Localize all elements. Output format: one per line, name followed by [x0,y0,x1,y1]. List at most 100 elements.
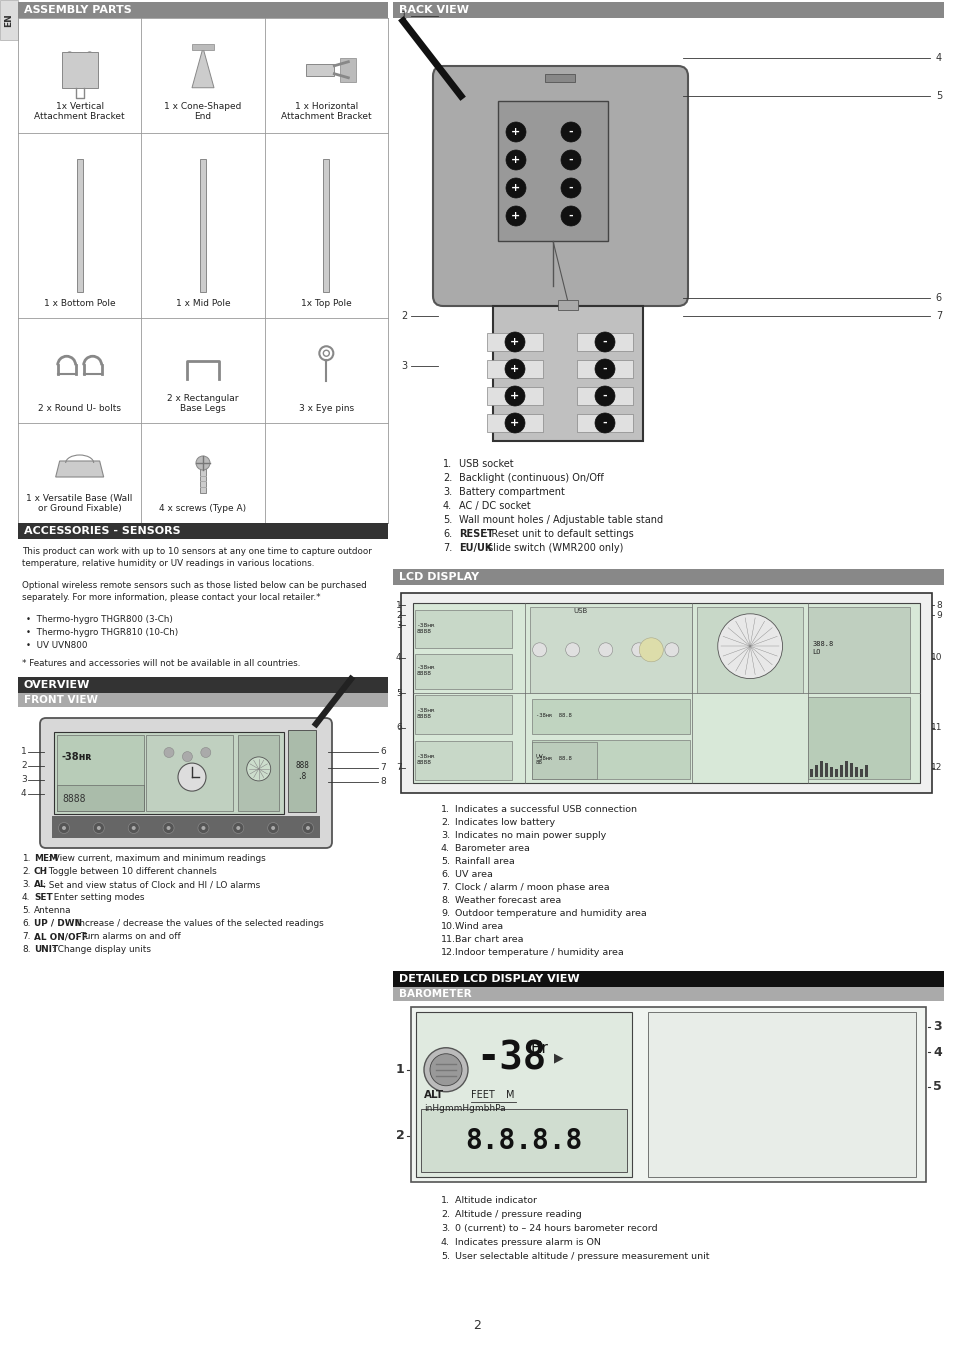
Bar [840,765,842,777]
Circle shape [66,51,73,60]
Bar [420,1109,627,1173]
Bar [415,695,512,734]
Bar [860,769,862,777]
Text: Optional wireless remote sensors such as those listed below can be purchased
sep: Optional wireless remote sensors such as… [22,581,366,603]
Bar [835,769,838,777]
Bar [497,102,607,241]
Text: 7: 7 [935,311,941,321]
Text: 5.: 5. [440,1252,450,1261]
Circle shape [505,150,525,171]
Text: 2: 2 [400,311,407,321]
Bar [400,593,931,793]
Text: * Features and accessories will not be available in all countries.: * Features and accessories will not be a… [22,659,300,668]
Bar [647,1011,915,1177]
Bar [18,693,388,707]
Text: UV
88: UV 88 [535,754,543,765]
Text: Wind area: Wind area [455,922,502,932]
Text: 1.: 1. [442,459,452,468]
Text: 5.: 5. [440,857,450,867]
Text: 1 x Bottom Pole: 1 x Bottom Pole [44,299,115,307]
Bar [486,360,542,378]
Text: Indicates no main power supply: Indicates no main power supply [455,831,605,839]
Text: 3.: 3. [22,880,30,890]
Bar [200,464,206,493]
Text: MEM: MEM [34,854,58,862]
Circle shape [62,826,66,830]
Text: 8: 8 [935,601,941,609]
Circle shape [423,1048,468,1091]
Bar [393,971,943,987]
Text: Backlight (continuous) On/Off: Backlight (continuous) On/Off [458,473,603,483]
Text: BAROMETER: BAROMETER [398,988,471,999]
Bar [824,764,827,777]
Text: Barometer area: Barometer area [455,844,529,853]
Text: AL: AL [34,880,47,890]
Text: ASSEMBLY PARTS: ASSEMBLY PARTS [24,5,132,15]
Text: Altitude / pressure reading: Altitude / pressure reading [455,1210,581,1219]
Text: 1.: 1. [440,1196,450,1205]
Text: 3: 3 [932,1021,941,1033]
Text: 888
.8: 888 .8 [294,761,309,781]
Text: 11: 11 [929,723,941,733]
Text: 6: 6 [935,292,941,303]
Text: 3.: 3. [440,1224,450,1233]
Text: Indicates low battery: Indicates low battery [455,818,555,827]
Bar [830,766,833,777]
Text: +: + [511,154,520,165]
Text: 7.: 7. [22,932,30,941]
Text: -38ʜʀ  88.8: -38ʜʀ 88.8 [535,756,571,761]
Bar [577,414,633,432]
Circle shape [167,826,171,830]
Circle shape [560,206,580,226]
Circle shape [598,643,612,657]
Bar [146,735,233,811]
Text: UP / DWN: UP / DWN [34,919,82,927]
Text: slide switch (WMR200 only): slide switch (WMR200 only) [484,543,622,552]
Bar [415,654,512,689]
Bar [849,764,853,777]
Bar [486,387,542,405]
Text: Wall mount holes / Adjustable table stand: Wall mount holes / Adjustable table stan… [458,515,662,525]
Text: 1: 1 [400,11,407,22]
Text: EU/UK: EU/UK [458,543,492,552]
Text: 10.: 10. [440,922,456,932]
Circle shape [93,822,104,834]
Text: 2: 2 [21,761,27,770]
Text: : Change display units: : Change display units [52,945,152,955]
Text: 1 x Versatile Base (Wall
or Ground Fixable): 1 x Versatile Base (Wall or Ground Fixab… [27,494,132,513]
Bar [531,742,596,779]
Text: Battery compartment: Battery compartment [458,487,564,497]
Circle shape [164,747,173,757]
Bar [393,569,943,585]
Text: : Toggle between 10 different channels: : Toggle between 10 different channels [43,867,216,876]
Circle shape [271,826,274,830]
Text: : Turn alarms on and off: : Turn alarms on and off [75,932,181,941]
Circle shape [247,757,271,781]
Circle shape [595,332,615,352]
Circle shape [504,386,524,406]
Circle shape [717,613,781,678]
Circle shape [505,206,525,226]
Circle shape [58,822,70,834]
Text: 2.: 2. [22,867,30,876]
Bar [288,730,315,812]
Text: 6: 6 [380,747,386,757]
Bar [415,741,512,780]
Text: -: - [568,154,573,165]
Circle shape [560,177,580,198]
Text: +: + [510,418,519,428]
Bar [62,51,97,88]
Text: 4.: 4. [440,1238,450,1247]
Circle shape [631,643,645,657]
Text: 1x Top Pole: 1x Top Pole [300,299,352,307]
Bar [200,158,206,292]
Text: M: M [505,1090,514,1099]
Circle shape [505,177,525,198]
Circle shape [504,332,524,352]
Text: 3.: 3. [442,487,452,497]
Text: LCD DISPLAY: LCD DISPLAY [398,571,478,582]
Bar [192,43,213,50]
Text: 5: 5 [932,1080,941,1094]
Text: •  Thermo-hygro THGR810 (10-Ch): • Thermo-hygro THGR810 (10-Ch) [26,628,178,636]
Circle shape [504,413,524,433]
